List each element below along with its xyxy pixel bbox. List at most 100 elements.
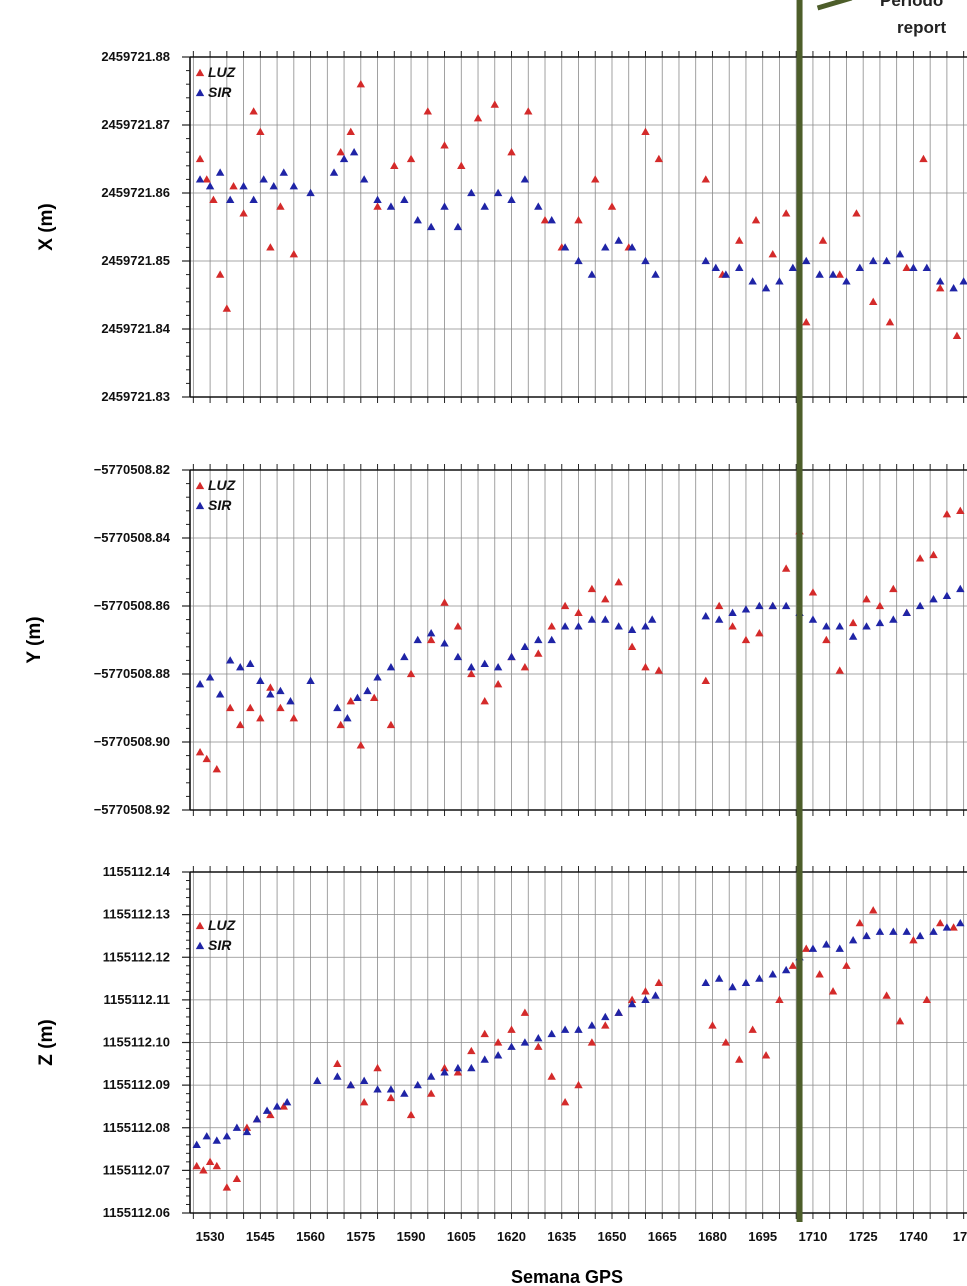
data-point-sir [329, 168, 339, 176]
data-point-sir [641, 622, 650, 630]
data-point-luz [822, 635, 831, 644]
data-point-luz [936, 918, 945, 927]
data-point-sir [875, 927, 885, 935]
data-point-sir [306, 676, 315, 684]
data-point-luz [490, 100, 499, 108]
x-tick-label: 175 [953, 1229, 967, 1244]
data-point-luz [222, 1183, 232, 1191]
data-point-sir [741, 978, 751, 986]
y-tick-label: 2459721.83 [101, 389, 170, 404]
data-point-sir [614, 622, 623, 630]
data-point-luz [457, 161, 466, 169]
data-point-sir [869, 256, 878, 265]
data-point-sir [363, 686, 372, 695]
data-point-luz [574, 216, 583, 224]
data-point-luz [751, 216, 761, 224]
data-point-sir [721, 270, 731, 278]
data-point-sir [956, 584, 965, 593]
data-point-luz [728, 622, 737, 630]
data-point-luz [534, 1042, 543, 1050]
data-point-sir [276, 686, 285, 695]
data-point-sir [781, 601, 791, 610]
data-point-luz [781, 209, 791, 217]
data-point-luz [848, 618, 858, 627]
data-point-luz [587, 584, 597, 593]
data-point-luz [607, 202, 617, 210]
data-point-sir [755, 974, 764, 982]
data-point-luz [406, 1110, 416, 1119]
data-point-luz [560, 1097, 570, 1106]
data-point-sir [453, 652, 463, 661]
data-point-luz [855, 918, 865, 927]
x-tick-label: 1725 [849, 1229, 878, 1244]
data-point-sir [822, 940, 831, 948]
data-point-luz [768, 250, 777, 258]
data-point-sir [480, 659, 489, 667]
y-tick-label: −5770508.92 [94, 802, 170, 817]
data-point-sir [601, 1012, 610, 1021]
data-point-luz [761, 1051, 771, 1059]
data-point-luz [919, 154, 928, 163]
data-point-sir [373, 195, 382, 203]
data-point-sir [848, 936, 858, 944]
data-point-luz [755, 629, 764, 637]
data-point-luz [808, 588, 818, 596]
data-point-luz [346, 697, 355, 705]
data-point-luz [426, 635, 436, 644]
data-point-sir [343, 714, 352, 722]
legend: LUZ SIR [195, 917, 236, 953]
data-point-sir [215, 690, 225, 698]
data-point-luz [453, 1068, 463, 1076]
data-point-luz [423, 107, 432, 115]
data-point-luz [654, 154, 664, 163]
data-point-sir [534, 202, 543, 210]
data-point-sir [269, 182, 278, 190]
data-point-sir [520, 642, 530, 650]
data-point-luz [949, 923, 958, 931]
data-point-luz [701, 676, 710, 684]
data-point-sir [728, 982, 737, 991]
y-tick-label: 2459721.86 [101, 185, 170, 200]
data-point-sir [929, 927, 938, 935]
data-point-luz [373, 1063, 382, 1072]
data-point-luz [493, 680, 503, 688]
data-point-sir [735, 263, 744, 271]
data-point-luz [242, 1123, 252, 1131]
data-point-luz [591, 175, 600, 183]
y-tick-label: 2459721.85 [101, 253, 170, 268]
data-point-sir [453, 222, 463, 231]
series-luz [192, 906, 958, 1191]
data-point-luz [802, 944, 811, 952]
x-tick-label: 1650 [598, 1229, 627, 1244]
legend-marker-sir [195, 88, 205, 97]
data-point-luz [199, 1166, 208, 1174]
data-point-sir [714, 615, 724, 623]
data-point-sir [788, 263, 798, 271]
data-point-luz [520, 663, 530, 671]
data-point-sir [560, 243, 570, 251]
data-point-sir [249, 195, 258, 203]
overlay-group: Periodo report Semana GPS [511, 0, 946, 1286]
y-tick-label: 2459721.88 [101, 49, 170, 64]
data-point-sir [453, 1063, 463, 1072]
data-point-sir [741, 605, 751, 613]
y-tick-label: 1155112.06 [103, 1205, 170, 1220]
data-point-sir [895, 250, 905, 258]
data-point-sir [480, 202, 489, 210]
data-point-sir [239, 182, 248, 190]
y-tick-label: −5770508.90 [94, 734, 170, 749]
data-point-sir [956, 918, 965, 927]
x-tick-label: 1575 [346, 1229, 375, 1244]
legend-marker-luz [195, 68, 205, 77]
data-point-sir [286, 697, 295, 705]
data-point-luz [467, 1046, 476, 1055]
data-point-luz [373, 202, 382, 210]
data-point-sir [547, 1029, 556, 1038]
data-point-luz [276, 202, 285, 210]
data-point-sir [192, 1140, 201, 1148]
data-point-luz [266, 683, 275, 691]
data-point-luz [356, 741, 366, 749]
data-point-sir [534, 1034, 543, 1042]
legend-label-sir: SIR [208, 937, 232, 953]
